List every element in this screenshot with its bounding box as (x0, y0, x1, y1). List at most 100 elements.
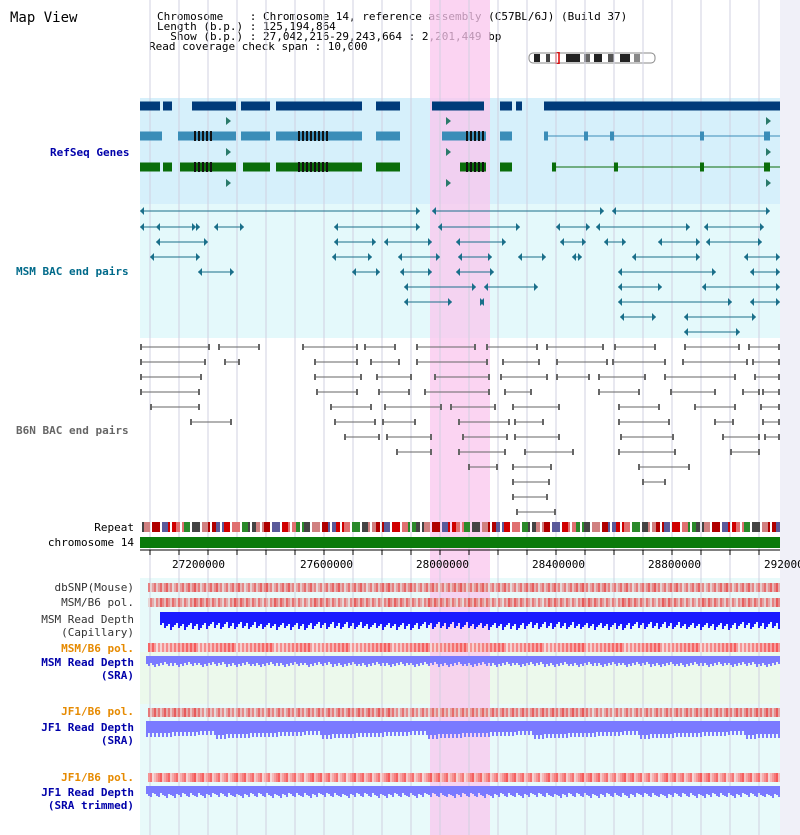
gene-exon (700, 131, 704, 141)
pol-strip-cell (220, 583, 222, 592)
repeat-block (444, 522, 446, 532)
repeat-block (466, 522, 468, 532)
depth-bar (474, 656, 476, 664)
msm-depth-capillary-label-2: (Capillary) (61, 626, 134, 639)
jf1-b6-pol-label-1[interactable]: JF1/B6 pol. (61, 705, 134, 718)
msm-b6-pol-label-1[interactable]: MSM/B6 pol. (61, 596, 134, 609)
depth-bar (536, 786, 538, 797)
pol-strip-cell (164, 708, 166, 717)
pol-strip-cell (738, 598, 740, 607)
pol-strip-cell (208, 598, 210, 607)
bac-end-marker (606, 359, 608, 365)
pol-strip-cell (214, 598, 216, 607)
pol-strip-cell (416, 583, 418, 592)
depth-bar (326, 656, 328, 665)
pol-strip-cell (512, 773, 514, 782)
gene-exon (163, 101, 172, 111)
gene-exon (198, 131, 200, 141)
pol-strip-cell (234, 708, 236, 717)
pol-strip-cell (208, 643, 210, 652)
pol-strip-cell (184, 643, 186, 652)
pol-strip-cell (226, 598, 228, 607)
depth-bar (568, 656, 570, 666)
jf1-b6-pol-label-2[interactable]: JF1/B6 pol. (61, 771, 134, 784)
pol-strip-cell (418, 598, 420, 607)
depth-bar (652, 656, 654, 664)
depth-bar (532, 721, 534, 735)
depth-bar (146, 786, 148, 794)
pol-strip-cell (262, 643, 264, 652)
pol-strip-cell (650, 598, 652, 607)
bac-end-marker (778, 344, 780, 350)
pol-strip-cell (148, 643, 150, 652)
depth-bar (330, 656, 332, 664)
depth-bar (630, 721, 632, 735)
pol-strip-cell (438, 643, 440, 652)
depth-bar (606, 656, 608, 666)
pol-strip-cell (720, 773, 722, 782)
pol-strip-cell (460, 583, 462, 592)
depth-bar (604, 721, 606, 732)
repeat-block (546, 522, 548, 532)
chromosome-label: chromosome 14 (47, 536, 134, 549)
depth-bar (350, 721, 352, 738)
pol-strip-cell (758, 643, 760, 652)
repeat-block (242, 522, 244, 532)
gene-exon (614, 162, 618, 172)
depth-bar (616, 721, 618, 732)
depth-bar (492, 721, 494, 736)
pol-strip-cell (212, 598, 214, 607)
depth-bar (600, 786, 602, 794)
repeat-block (306, 522, 308, 532)
depth-bar (566, 721, 568, 738)
msm-depth-sra-label-1[interactable]: MSM Read Depth (41, 656, 134, 669)
pol-strip-cell (226, 583, 228, 592)
pol-strip-cell (310, 643, 312, 652)
b6n-bac-label[interactable]: B6N BAC end pairs (16, 424, 129, 437)
pol-strip-cell (540, 583, 542, 592)
bac-end-marker (204, 238, 208, 246)
pol-strip-cell (604, 583, 606, 592)
bac-end-marker (458, 449, 460, 455)
bac-end-marker (752, 313, 756, 321)
repeat-block (424, 522, 426, 532)
repeat-block (292, 522, 294, 532)
pol-strip-cell (512, 583, 514, 592)
dbsnp-label[interactable]: dbSNP(Mouse) (54, 581, 134, 594)
depth-bar (260, 721, 262, 737)
jf1-depth-trimmed-label-1[interactable]: JF1 Read Depth (41, 786, 134, 799)
msm-bac-label[interactable]: MSM BAC end pairs (16, 265, 129, 278)
depth-bar (378, 721, 380, 737)
depth-bar (268, 721, 270, 737)
depth-bar (482, 721, 484, 733)
depth-bar (358, 612, 360, 625)
depth-bar (678, 786, 680, 796)
pol-strip-cell (620, 708, 622, 717)
pol-strip-cell (572, 643, 574, 652)
depth-bar (322, 656, 324, 666)
depth-bar (544, 612, 546, 622)
chromosome-ideogram[interactable] (528, 52, 656, 64)
pol-strip-cell (476, 643, 478, 652)
pol-strip-cell (680, 643, 682, 652)
msm-depth-capillary-label-1[interactable]: MSM Read Depth (41, 613, 134, 626)
pol-strip-cell (482, 773, 484, 782)
pol-strip-cell (392, 583, 394, 592)
depth-bar (456, 786, 458, 794)
jf1-depth-sra-label-1[interactable]: JF1 Read Depth (41, 721, 134, 734)
pol-strip-cell (664, 643, 666, 652)
pol-strip-cell (718, 643, 720, 652)
refseq-genes-label[interactable]: RefSeq Genes (50, 146, 130, 159)
pol-strip-cell (676, 773, 678, 782)
pol-strip-cell (274, 598, 276, 607)
bac-end-marker (778, 359, 780, 365)
repeat-block (182, 522, 184, 532)
depth-bar (624, 656, 626, 665)
pol-strip-cell (432, 598, 434, 607)
depth-bar (314, 786, 316, 795)
pol-strip-cell (364, 643, 366, 652)
msm-b6-pol-label-2[interactable]: MSM/B6 pol. (61, 642, 134, 655)
gene-exon (500, 131, 512, 141)
repeat-block (722, 522, 724, 532)
